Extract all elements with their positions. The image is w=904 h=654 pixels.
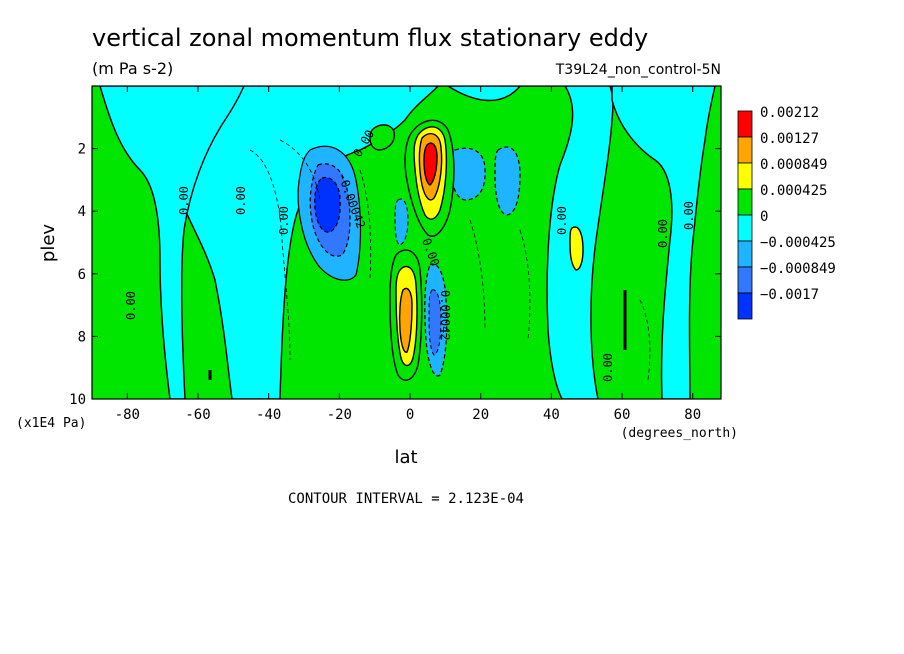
x-tick-label: 20 [472, 407, 489, 423]
legend-label: −0.000425 [760, 235, 836, 251]
yellow-region-nh [569, 226, 584, 271]
contour-interval: CONTOUR INTERVAL = 2.123E-04 [288, 491, 524, 507]
legend-swatch [737, 266, 753, 294]
blue-region-eq-lower-core [428, 289, 442, 356]
legend: 0.00212 0.00127 0.000849 0.000425 0 −0.000425… [737, 105, 836, 320]
x-axis-label: lat [394, 447, 417, 468]
contour-label: 0.00042 [438, 290, 452, 341]
plot-area: 0.00 0.00 0.00 0.00 0.00 -0.00042 0.00 0… [92, 86, 721, 399]
plot-frame [91, 85, 722, 400]
y-axis: 2 4 6 8 10 [69, 142, 721, 408]
y-axis-label: plev [38, 224, 59, 263]
legend-swatch [737, 214, 753, 242]
legend-swatch [737, 188, 753, 216]
y-tick-label: 4 [78, 204, 86, 220]
legend-swatch [737, 292, 753, 320]
x-tick-label: -20 [327, 407, 352, 423]
legend-swatch [737, 240, 753, 268]
legend-label: 0 [760, 209, 768, 225]
contour-label: 0.00 [682, 201, 696, 230]
legend-label: 0.00212 [760, 105, 819, 121]
x-axis-units: (degrees_north) [621, 426, 738, 441]
x-tick-label: -40 [256, 407, 281, 423]
chart-title: vertical zonal momentum flux stationary … [92, 24, 648, 52]
blue-region-nh-upper-2 [494, 146, 521, 216]
legend-label: 0.000849 [760, 157, 827, 173]
legend-label: −0.000849 [760, 261, 836, 277]
contour-label: 0.00 [277, 206, 291, 235]
x-tick-label: 60 [614, 407, 631, 423]
contour-label: 0.00 [234, 186, 248, 215]
blue-region-nh-upper [451, 147, 486, 201]
red-region-eq-upper [423, 142, 438, 186]
x-tick-label: -60 [185, 407, 210, 423]
y-tick-label: 8 [78, 329, 86, 345]
x-tick-label: 0 [406, 407, 414, 423]
green-region-upper-center [369, 124, 395, 151]
blue-region-small [394, 198, 409, 246]
legend-label: −0.0017 [760, 287, 819, 303]
contour-label: 0.00 [177, 186, 191, 215]
contour-label: 0.00 [124, 291, 138, 320]
contour-label: 0.00 [656, 219, 670, 248]
dashed-contours [249, 139, 651, 381]
orange-region-eq-lower [398, 287, 413, 353]
x-tick-label: 40 [543, 407, 560, 423]
legend-swatch [737, 162, 753, 190]
legend-label: 0.00127 [760, 131, 819, 147]
x-tick-label: 80 [684, 407, 701, 423]
x-tick-label: -80 [115, 407, 140, 423]
legend-swatch [737, 110, 753, 138]
blue-region-left-core [314, 176, 341, 233]
chart-units: (m Pa s-2) [92, 59, 173, 78]
contour-label: 0.00 [601, 353, 615, 382]
legend-label: 0.000425 [760, 183, 827, 199]
legend-swatch [737, 136, 753, 164]
contour-label: 0.00 [555, 206, 569, 235]
y-tick-label: 6 [78, 267, 86, 283]
y-axis-units: (x1E4 Pa) [16, 416, 86, 431]
y-tick-label: 2 [78, 142, 86, 158]
x-axis: -80 -60 -40 -20 0 20 40 60 80 [115, 86, 701, 423]
run-label: T39L24_non_control-5N [555, 62, 721, 78]
y-tick-label: 10 [69, 392, 86, 408]
